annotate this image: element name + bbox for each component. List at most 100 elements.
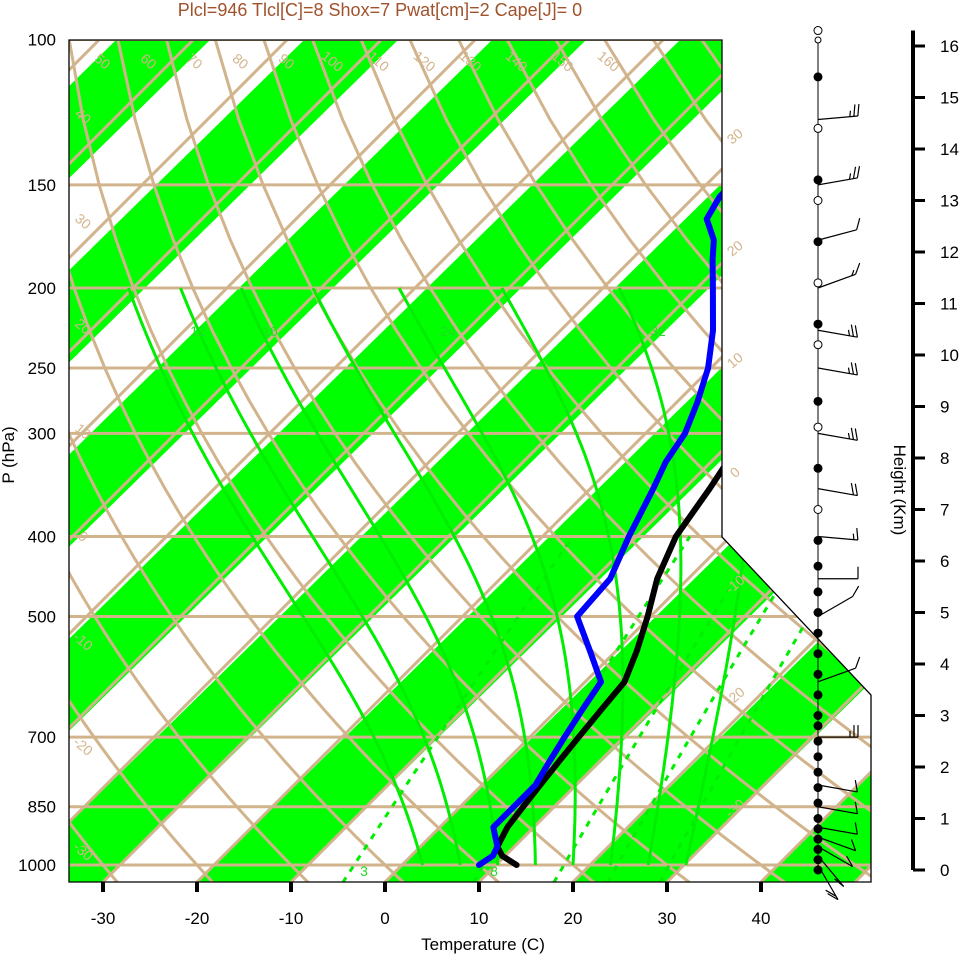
height-marker <box>813 834 823 844</box>
x-tick-label: 30 <box>658 909 677 928</box>
wind-barb-feather <box>855 262 861 275</box>
wind-barb <box>817 595 853 618</box>
height-tick-label: 12 <box>940 243 959 262</box>
temperature-trace <box>494 70 871 868</box>
height-tick-label: 14 <box>940 140 959 159</box>
wind-barb <box>817 535 858 541</box>
x-tick-label: -10 <box>279 909 304 928</box>
height-marker <box>813 783 823 793</box>
dry-adiabat <box>69 40 596 882</box>
wind-barb-feather <box>854 325 858 338</box>
height-marker <box>813 798 823 808</box>
p-tick-label: 400 <box>28 528 56 547</box>
height-marker <box>813 690 823 700</box>
wind-barb-feather <box>850 482 855 495</box>
p-tick-label: 500 <box>28 607 56 626</box>
wind-barb-feather <box>856 218 861 230</box>
height-marker <box>813 340 823 350</box>
height-marker <box>813 669 823 679</box>
dry-adiabat <box>69 40 405 882</box>
height-marker <box>813 587 823 597</box>
height-tick-label: 8 <box>940 449 949 468</box>
isotherm-label: 30 <box>724 125 746 147</box>
wind-barb <box>817 329 858 338</box>
height-marker <box>813 561 823 571</box>
mixing-ratio-label: 8 <box>490 863 498 879</box>
wind-barb-feather <box>847 432 851 440</box>
wind-barb-feather <box>854 801 858 814</box>
isotherm-band <box>949 40 961 882</box>
dry-adiabat <box>69 40 310 882</box>
isotherm-line <box>69 40 571 882</box>
height-marker <box>813 123 823 133</box>
p-tick-label: 150 <box>28 176 56 195</box>
moist-adiabat <box>179 287 462 866</box>
isotherm-label: 20 <box>724 237 746 259</box>
height-tick-label: 15 <box>940 89 959 108</box>
height-marker <box>813 463 823 473</box>
isotherm-band <box>573 40 871 882</box>
height-marker <box>813 278 823 288</box>
height-tick-label: 13 <box>940 192 959 211</box>
dry-adiabat <box>213 40 871 882</box>
height-marker <box>813 319 823 329</box>
height-marker <box>813 721 823 731</box>
wind-barb <box>817 432 858 441</box>
height-marker <box>813 535 823 545</box>
wind-barb <box>817 667 856 683</box>
dry-adiabat <box>262 40 871 882</box>
mixing-ratio-label: 12 <box>190 323 206 339</box>
height-marker <box>813 175 823 185</box>
isotherm-line <box>477 40 871 882</box>
wind-barb-feather <box>852 585 860 597</box>
x-tick-label: 10 <box>470 909 489 928</box>
isotherm-line <box>665 40 871 882</box>
height-marker <box>813 505 823 514</box>
wind-barb-feather <box>857 104 860 117</box>
isotherm-label: 10 <box>724 349 746 371</box>
wind-barb-feather <box>856 165 861 179</box>
wind-barb-feather <box>854 483 858 496</box>
height-tick-label: 5 <box>940 604 949 623</box>
height-marker <box>813 824 823 834</box>
moist-adiabat <box>397 287 577 866</box>
mixing-ratio-line <box>552 535 764 882</box>
isotherm-line <box>69 40 477 882</box>
dry-adiabat <box>408 40 871 882</box>
x-tick-label: 40 <box>752 909 771 928</box>
wind-barb-feather <box>849 110 851 117</box>
dry-adiabat <box>457 40 871 882</box>
isotherm-label: 160 <box>595 48 623 75</box>
height-axis-label: Height (Km) <box>890 445 909 536</box>
wind-barb-feather <box>850 427 855 440</box>
wind-barb-feather <box>853 104 856 117</box>
isotherm-label: -20 <box>722 683 748 708</box>
isotherm-label: 30 <box>72 210 94 232</box>
mixing-ratio-label: 24 <box>440 323 456 339</box>
wind-barb <box>817 826 858 835</box>
p-tick-label: 100 <box>28 31 56 50</box>
isotherm-band <box>69 40 586 882</box>
height-marker <box>813 396 823 406</box>
isotherm-line <box>289 40 871 882</box>
y-axis-label: P (hPa) <box>0 426 18 483</box>
height-tick-label: 11 <box>940 295 958 314</box>
wind-barb-feather <box>854 822 858 835</box>
wind-barb-feather <box>848 173 852 180</box>
wind-barb <box>817 864 839 900</box>
wind-barb <box>817 115 858 121</box>
isotherm-line <box>69 40 383 882</box>
wind-barb <box>817 177 858 186</box>
wind-barb-feather <box>850 839 857 851</box>
wind-barb-feather <box>850 362 855 375</box>
p-tick-label: 1000 <box>18 856 56 875</box>
wind-top-marker <box>814 36 822 44</box>
isotherm-line <box>69 40 289 882</box>
dry-adiabat <box>311 40 871 882</box>
mixing-ratio-line <box>658 535 858 882</box>
wind-barb-feather <box>834 878 845 888</box>
wind-barb-feather <box>851 269 855 276</box>
height-marker <box>813 649 823 659</box>
height-tick-label: 6 <box>940 552 949 571</box>
wind-barb <box>817 836 856 852</box>
